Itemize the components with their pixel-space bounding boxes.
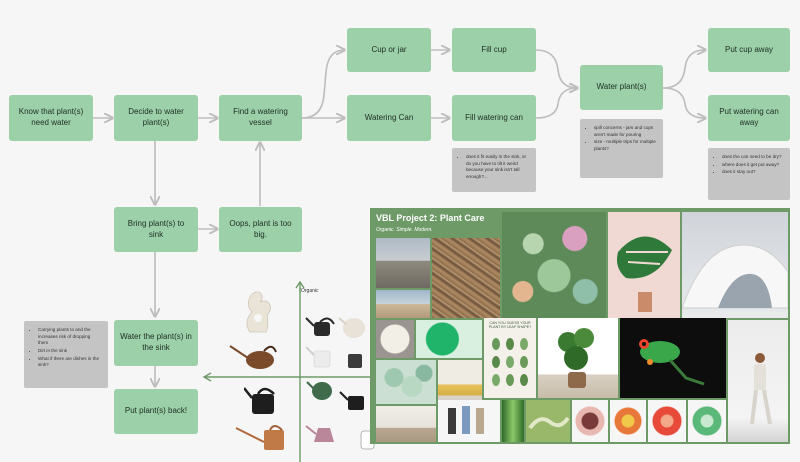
node-find-watering-vessel[interactable]: Find a watering vessel bbox=[219, 95, 302, 141]
fashion-model-photo[interactable] bbox=[728, 320, 788, 442]
fashion-sketch-photo[interactable] bbox=[438, 400, 500, 442]
moodboard-subtitle: Organic. Simple. Modern. bbox=[376, 227, 433, 233]
note-water-plants[interactable]: spill concerns - jars and cups aren't ma… bbox=[580, 119, 663, 178]
architecture-photo[interactable] bbox=[682, 212, 788, 318]
moodboard[interactable]: VBL Project 2: Plant Care Organic. Simpl… bbox=[370, 208, 790, 444]
lime-photo[interactable] bbox=[688, 400, 726, 442]
green-packaging-photo[interactable] bbox=[416, 320, 482, 358]
node-know-plants-need-water[interactable]: Know that plant(s) need water bbox=[9, 95, 93, 141]
dark-watering-can-image[interactable] bbox=[304, 314, 338, 340]
note-fill-watering-can[interactable]: does it fit easily in the sink, or do yo… bbox=[452, 148, 536, 192]
node-bring-plants-to-sink[interactable]: Bring plant(s) to sink bbox=[114, 207, 198, 252]
green-can-image[interactable] bbox=[306, 378, 336, 402]
canyon-photo[interactable] bbox=[432, 238, 500, 318]
lizard-photo[interactable] bbox=[526, 400, 570, 442]
succulents-photo[interactable] bbox=[502, 212, 606, 318]
leaf-shape-chart-photo[interactable]: CAN YOU GUESS YOUR PLANT BY LEAF SHAPE? bbox=[484, 318, 536, 398]
beach-photo[interactable] bbox=[376, 290, 430, 318]
white-ceramic-can-image[interactable] bbox=[338, 310, 370, 340]
citrus-photo[interactable] bbox=[610, 400, 646, 442]
copper-watering-can-image[interactable] bbox=[228, 340, 282, 372]
monstera-photo[interactable] bbox=[608, 212, 680, 318]
white-metal-can-image[interactable] bbox=[304, 345, 338, 371]
node-cup-or-jar[interactable]: Cup or jar bbox=[347, 28, 431, 72]
grey-can-image[interactable] bbox=[342, 348, 368, 372]
leaf-closeup-photo[interactable] bbox=[502, 400, 524, 442]
pink-can-image[interactable] bbox=[304, 418, 338, 446]
yellow-sofa-photo[interactable] bbox=[438, 360, 482, 404]
grapefruit-photo[interactable] bbox=[648, 400, 686, 442]
node-watering-can[interactable]: Watering Can bbox=[347, 95, 431, 141]
node-oops-plant-too-big[interactable]: Oops, plant is too big. bbox=[219, 207, 302, 252]
axis-label-organic: Organic bbox=[301, 288, 319, 294]
copper-long-spout-can-image[interactable] bbox=[234, 420, 292, 454]
node-decide-to-water[interactable]: Decide to water plant(s) bbox=[114, 95, 198, 141]
sea-glass-photo[interactable] bbox=[376, 360, 436, 404]
node-put-watering-can-away[interactable]: Put watering can away bbox=[708, 95, 790, 141]
interior-window-photo[interactable] bbox=[376, 238, 430, 288]
leaf-chart-title: CAN YOU GUESS YOUR PLANT BY LEAF SHAPE? bbox=[488, 321, 532, 329]
note-put-away[interactable]: does the can need to be dry?where does i… bbox=[708, 148, 790, 200]
sliced-fruit-photo[interactable] bbox=[572, 400, 608, 442]
fiddle-leaf-fig-photo[interactable] bbox=[538, 318, 618, 398]
tree-frog-photo[interactable] bbox=[620, 318, 726, 398]
node-fill-watering-can[interactable]: Fill watering can bbox=[452, 95, 536, 141]
node-put-cup-away[interactable]: Put cup away bbox=[708, 28, 790, 72]
node-put-plants-back[interactable]: Put plant(s) back! bbox=[114, 389, 198, 434]
sculptural-vase-image[interactable] bbox=[240, 288, 276, 336]
lamp-photo[interactable] bbox=[376, 320, 414, 358]
node-water-plants-in-sink[interactable]: Water the plant(s) in the sink bbox=[114, 320, 198, 366]
black-watering-can-image[interactable] bbox=[244, 384, 284, 418]
note-bring-to-sink[interactable]: Carrying plants to and the increases ris… bbox=[24, 321, 108, 388]
living-room-photo[interactable] bbox=[376, 406, 436, 442]
node-water-plants[interactable]: Water plant(s) bbox=[580, 65, 663, 110]
moodboard-title: VBL Project 2: Plant Care bbox=[376, 213, 485, 223]
node-fill-cup[interactable]: Fill cup bbox=[452, 28, 536, 72]
black-can-right-image[interactable] bbox=[338, 388, 370, 414]
